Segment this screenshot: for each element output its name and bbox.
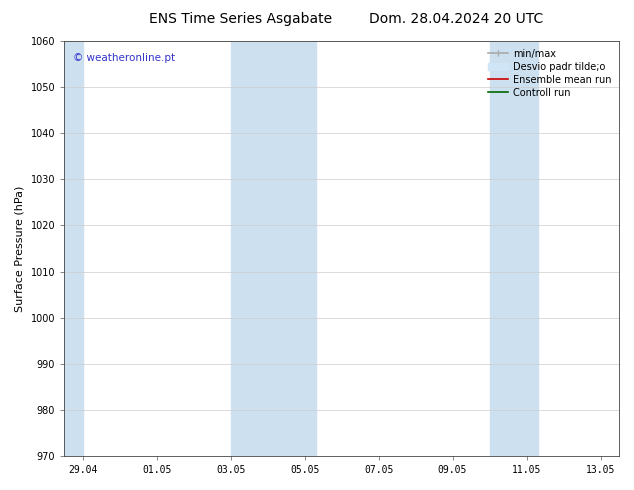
Legend: min/max, Desvio padr tilde;o, Ensemble mean run, Controll run: min/max, Desvio padr tilde;o, Ensemble m… [486, 46, 614, 100]
Text: © weatheronline.pt: © weatheronline.pt [72, 53, 174, 64]
Y-axis label: Surface Pressure (hPa): Surface Pressure (hPa) [15, 185, 25, 312]
Text: Dom. 28.04.2024 20 UTC: Dom. 28.04.2024 20 UTC [370, 12, 543, 26]
Bar [489, 41, 538, 456]
Bar [64, 41, 82, 456]
Text: ENS Time Series Asgabate: ENS Time Series Asgabate [150, 12, 332, 26]
Bar [231, 41, 316, 456]
